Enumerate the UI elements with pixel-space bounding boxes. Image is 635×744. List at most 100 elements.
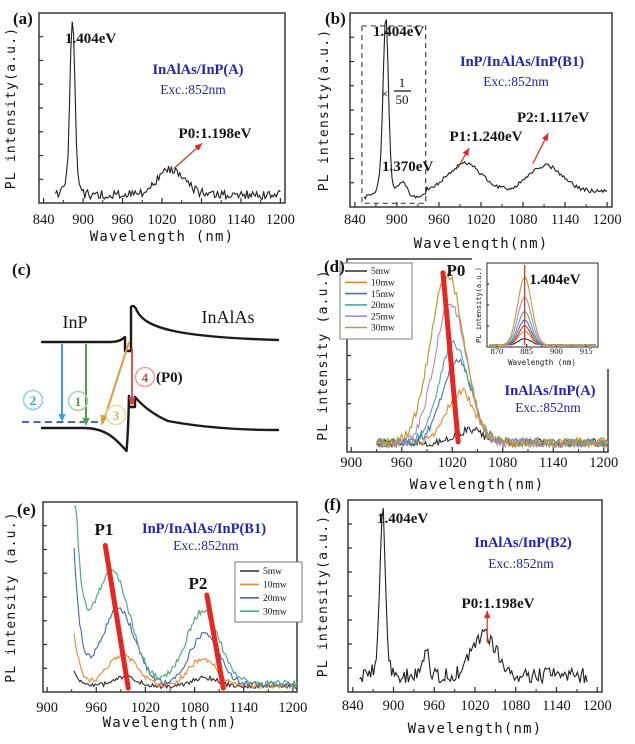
x-tick-label: 900 (383, 698, 405, 714)
legend-label-10mw: 10mw (263, 581, 287, 591)
y-axis-title-b: PL intensity(a.u.) (317, 29, 332, 191)
panel-label-a: (a) (13, 9, 33, 28)
x-tick-label: 900 (36, 700, 58, 716)
y-axis-title-e: PL intensity (a.u.) (4, 511, 19, 683)
transition-1-arrowhead (82, 418, 90, 426)
legend-label-25mw: 25mw (371, 312, 395, 322)
y-axis-title-a: PL intensity(a.u.) (4, 27, 19, 189)
peak-shift-marker-line (102, 542, 131, 691)
valence-band-inalas (127, 394, 280, 432)
conduction-band-inp (40, 305, 133, 353)
transition-2-number: 2 (30, 393, 37, 408)
x-tick-label: 1020 (438, 455, 467, 471)
x-tick-label: 900 (72, 212, 94, 228)
x-tick-label: 840 (342, 698, 364, 714)
x-tick-label: 840 (33, 212, 55, 228)
x-tick-label: 1140 (551, 212, 579, 228)
y-axis-title-d: PL intensity (a.u.) (316, 269, 331, 441)
panel-f: 840 900 960 1020 1080 1140 1200 (f) PL intensi… (315, 492, 635, 744)
panel-c: (c) InP InAlAs 2 1 (0, 250, 315, 492)
inset-plot-area-d: 870 885 900 915 (472, 253, 612, 369)
x-tick-label: 1020 (461, 698, 490, 714)
excitation-label-b: Exc.:852nm (483, 74, 549, 89)
legend-label-5mw: 5mw (371, 267, 390, 277)
x-tick-label: 1080 (488, 455, 517, 471)
x-tick-label: 960 (85, 700, 107, 716)
spectrum-curve-25mw (375, 303, 609, 450)
x-tick-label: 960 (112, 212, 134, 228)
legend-label-30mw: 30mw (371, 324, 395, 334)
sample-label-d: InAlAs/InP(A) (504, 383, 595, 399)
x-tick-label: 1080 (187, 212, 216, 228)
x-tick-label: 960 (391, 455, 413, 471)
x-tick-label: 1020 (131, 700, 160, 716)
x-tick-label: 1140 (539, 455, 567, 471)
peak-energy-label-b: 1.404eV (373, 24, 424, 40)
x-tick-label: 1200 (278, 700, 307, 716)
sample-label-e: InP/InAlAs/InP(B1) (142, 521, 266, 537)
annotation-arrowhead (462, 147, 470, 156)
annotation-arrowhead (194, 143, 203, 151)
x-axis-title-d: Wavelength(nm) (410, 477, 545, 492)
circle-3 (105, 404, 127, 426)
legend-label-20mw: 20mw (263, 594, 287, 604)
sample-label-a: InAlAs/InP(A) (152, 62, 243, 78)
x-axis-title-b: Wavelength(nm) (414, 236, 549, 250)
panel-d: 900 960 1020 1080 1140 1200 5mw 10mw 15mw 20mw 25m… (315, 250, 635, 492)
peak-energy-label-a: 1.404eV (65, 31, 116, 47)
x-tick-label: 900 (386, 212, 408, 228)
spectrum-curve-10mw (73, 633, 298, 691)
x-axis-title-f: Wavelength(nm) (408, 721, 543, 737)
scale-times-sign: × (381, 86, 388, 101)
p1-marker-label-e: P1 (95, 520, 114, 539)
x-tick-label: 885 (520, 346, 533, 356)
inp-material-label: InP (62, 312, 87, 332)
annotation-arrowhead (484, 610, 491, 619)
panel-label-e: (e) (17, 500, 36, 519)
panel-a: 840 900 960 1020 1080 1140 1200 (a) PL intensi… (0, 0, 315, 250)
panel-label-b: (b) (325, 9, 346, 28)
peak-energy-label-f: 1.404eV (377, 511, 428, 527)
excitation-label-e: Exc.:852nm (173, 538, 239, 553)
sample-label-b: InP/InAlAs/InP(B1) (460, 54, 584, 70)
transition-2-arrowhead (58, 414, 66, 422)
legend-box (234, 561, 303, 623)
p0-transition-label: (P0) (156, 370, 183, 386)
plot-area-f: 840 900 960 1020 1080 1140 1200 (342, 499, 612, 714)
excitation-label-f: Exc.:852nm (488, 556, 554, 571)
transition-3-arrowhead (100, 414, 108, 426)
x-tick-label: 1140 (230, 700, 258, 716)
panel-label-f: (f) (324, 495, 341, 514)
x-tick-label: 960 (423, 698, 445, 714)
x-tick-label: 900 (550, 346, 563, 356)
plot-area-d: 900 960 1020 1080 1140 1200 5mw 10mw15mw20mw25m… (339, 258, 618, 471)
spectrum-curve-30mw (375, 271, 609, 450)
x-tick-label: 1200 (593, 212, 622, 228)
x-tick-label: 1200 (266, 212, 295, 228)
shoulder-energy-label-b: 1.370eV (382, 159, 433, 175)
x-tick-label: 1020 (148, 212, 177, 228)
circle-4 (134, 366, 156, 388)
y-axis-title-f: PL intensity(a.u.) (316, 515, 331, 677)
spectrum-curve-PL (359, 507, 588, 685)
plot-area-a: 840 900 960 1020 1080 1140 1200 (33, 12, 295, 228)
transition-3-number: 3 (113, 408, 120, 423)
excitation-label-d: Exc.:852nm (515, 400, 581, 415)
inalas-material-label: InAlAs (202, 307, 255, 327)
panel-e: 900 960 1020 1080 1140 1200 5mw 10mw 20mw 30mw (e… (0, 492, 315, 744)
panel-b: 840 900 960 1020 1080 1140 1200 (b) PL intensi… (315, 0, 635, 250)
legend-label-30mw: 30mw (263, 607, 287, 617)
peak-shift-marker-line (204, 592, 226, 691)
panel-label-d: (d) (324, 257, 345, 276)
legend-label-5mw: 5mw (263, 567, 282, 577)
inset-background (472, 253, 612, 369)
p0-label-a: P0:1.198eV (179, 126, 252, 142)
annotation-arrowhead (542, 133, 549, 142)
sample-label-f: InAlAs/InP(B2) (474, 535, 572, 551)
inset-peak-label: 1.404eV (529, 272, 580, 288)
p2-marker-label-e: P2 (189, 574, 208, 593)
inset-y-axis-title: PL intensity(a.u.) (475, 267, 483, 343)
x-tick-label: 1200 (589, 455, 618, 471)
scale-fraction-denominator: 50 (396, 92, 409, 107)
transition-3-arrow (103, 341, 130, 421)
